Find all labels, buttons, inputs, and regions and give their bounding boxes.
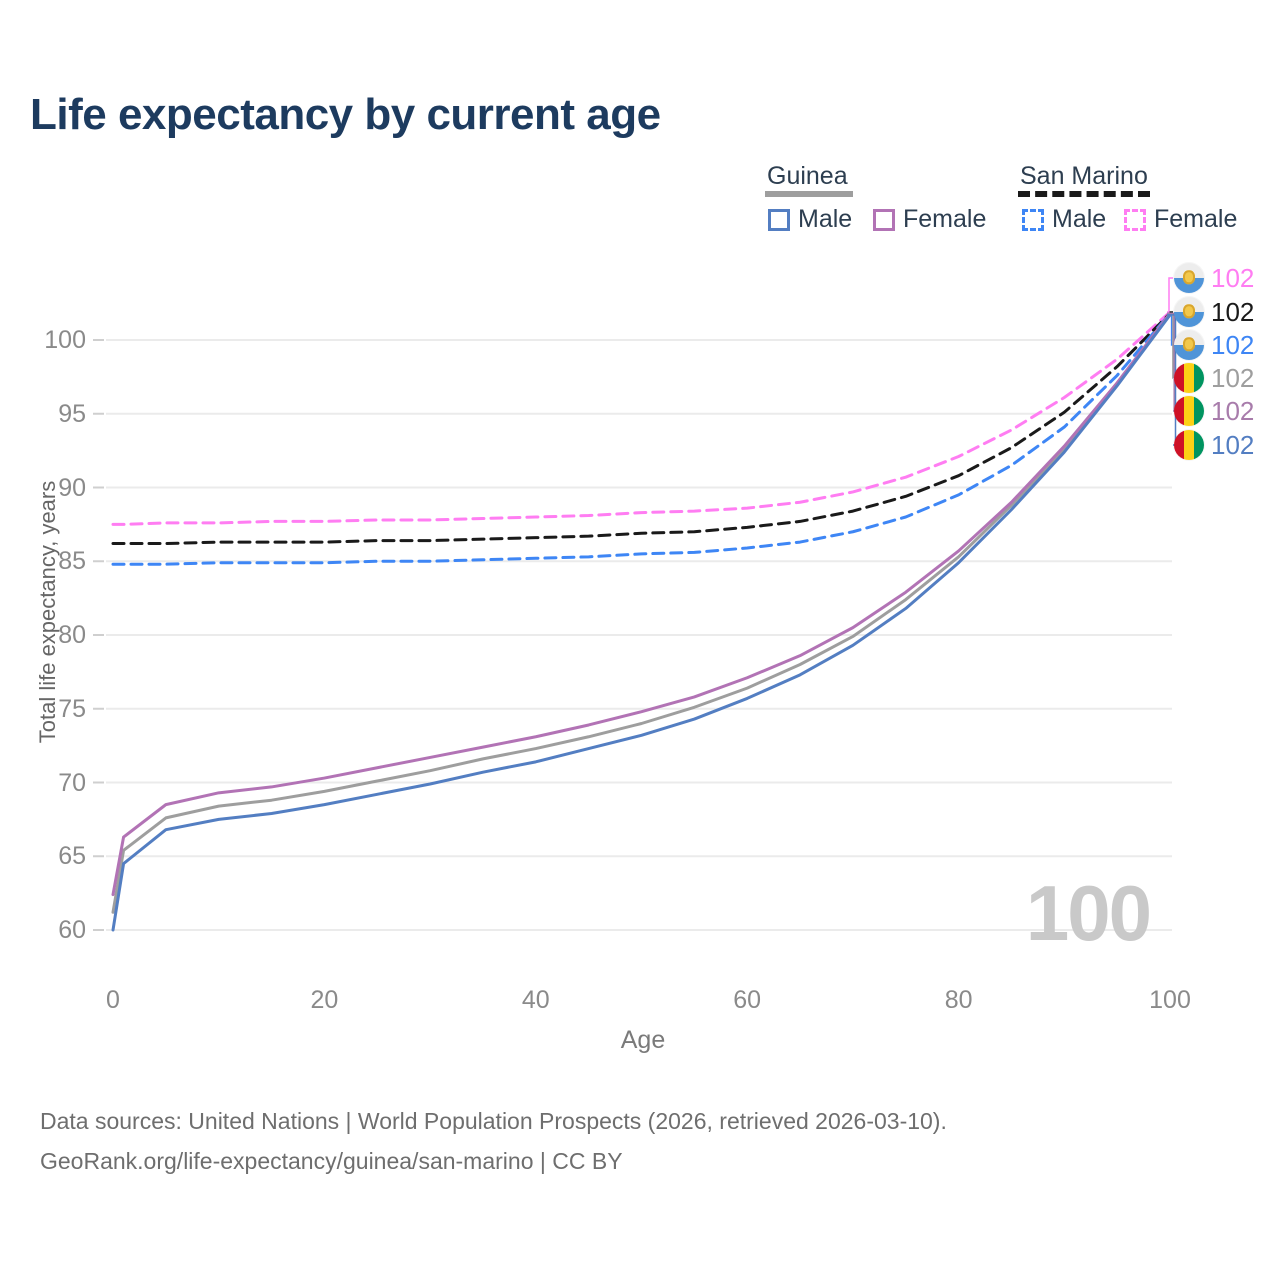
san-marino-flag-icon xyxy=(1174,330,1204,360)
end-value-label: 102 xyxy=(1211,395,1255,426)
y-tick-label: 95 xyxy=(58,399,86,428)
end-value-label: 102 xyxy=(1211,362,1255,393)
legend-item-label: Male xyxy=(798,205,853,233)
y-tick-label: 80 xyxy=(58,621,86,649)
end-value-label: 102 xyxy=(1211,262,1255,293)
series-end-label: 102 xyxy=(1174,296,1254,328)
y-tick-label: 70 xyxy=(58,768,86,797)
x-tick-label: 20 xyxy=(310,986,339,1014)
legend-group-guinea: Guinea xyxy=(767,162,848,190)
legend-item-label: Male xyxy=(1052,205,1107,233)
san-marino-male-swatch-icon xyxy=(1022,208,1044,231)
series-end-label: 102 xyxy=(1174,329,1254,361)
y-tick-label: 100 xyxy=(44,326,86,354)
legend-item-san-marino-male[interactable]: Male xyxy=(1022,205,1106,234)
series-end-label: 102 xyxy=(1174,429,1254,461)
x-tick-label: 40 xyxy=(521,986,550,1014)
series-end-label: 102 xyxy=(1174,362,1254,394)
guinea-flag-icon xyxy=(1174,396,1204,426)
legend-group-san-marino: San Marino xyxy=(1020,162,1148,190)
y-tick-label: 75 xyxy=(58,694,86,723)
x-tick-label: 60 xyxy=(733,986,762,1014)
series-end-label: 102 xyxy=(1174,395,1254,427)
legend-item-guinea-female[interactable]: Female xyxy=(873,205,986,234)
y-axis-label: Total life expectancy, years xyxy=(35,480,60,744)
san-marino-flag-icon xyxy=(1174,263,1204,293)
x-tick-label: 80 xyxy=(944,986,973,1014)
legend-item-label: Female xyxy=(903,205,987,233)
data-sources-text: Data sources: United Nations | World Pop… xyxy=(40,1108,947,1134)
guinea-male-swatch-icon xyxy=(768,208,790,231)
guinea-flag-icon xyxy=(1174,430,1204,460)
y-tick-label: 85 xyxy=(58,547,86,576)
attribution-text: GeoRank.org/life-expectancy/guinea/san-m… xyxy=(40,1148,623,1174)
page-title: Life expectancy by current age xyxy=(30,90,661,139)
legend-item-san-marino-female[interactable]: Female xyxy=(1124,205,1237,234)
san-marino-female-swatch-icon xyxy=(1124,208,1146,231)
y-tick-label: 65 xyxy=(58,842,86,871)
legend-underline-guinea xyxy=(765,191,853,197)
legend-item-label: Female xyxy=(1154,205,1238,233)
y-tick-label: 90 xyxy=(58,473,86,502)
series-end-label: 102 xyxy=(1174,262,1254,294)
series-lines xyxy=(111,310,1172,932)
y-tick-label: 60 xyxy=(58,916,86,944)
age-watermark: 100 xyxy=(1025,869,1152,957)
guinea-female-swatch-icon xyxy=(873,208,895,231)
x-tick-label: 100 xyxy=(1149,986,1191,1014)
guinea-flag-icon xyxy=(1174,363,1204,393)
end-value-label: 102 xyxy=(1211,329,1255,360)
legend-underline-san-marino xyxy=(1018,191,1150,197)
legend-item-guinea-male[interactable]: Male xyxy=(768,205,852,234)
gridlines xyxy=(93,339,1172,931)
end-value-label: 102 xyxy=(1211,429,1255,460)
x-tick-label: 0 xyxy=(106,986,120,1014)
x-axis-label: Age xyxy=(620,1026,666,1054)
end-value-label: 102 xyxy=(1211,296,1255,327)
san-marino-flag-icon xyxy=(1174,297,1204,327)
